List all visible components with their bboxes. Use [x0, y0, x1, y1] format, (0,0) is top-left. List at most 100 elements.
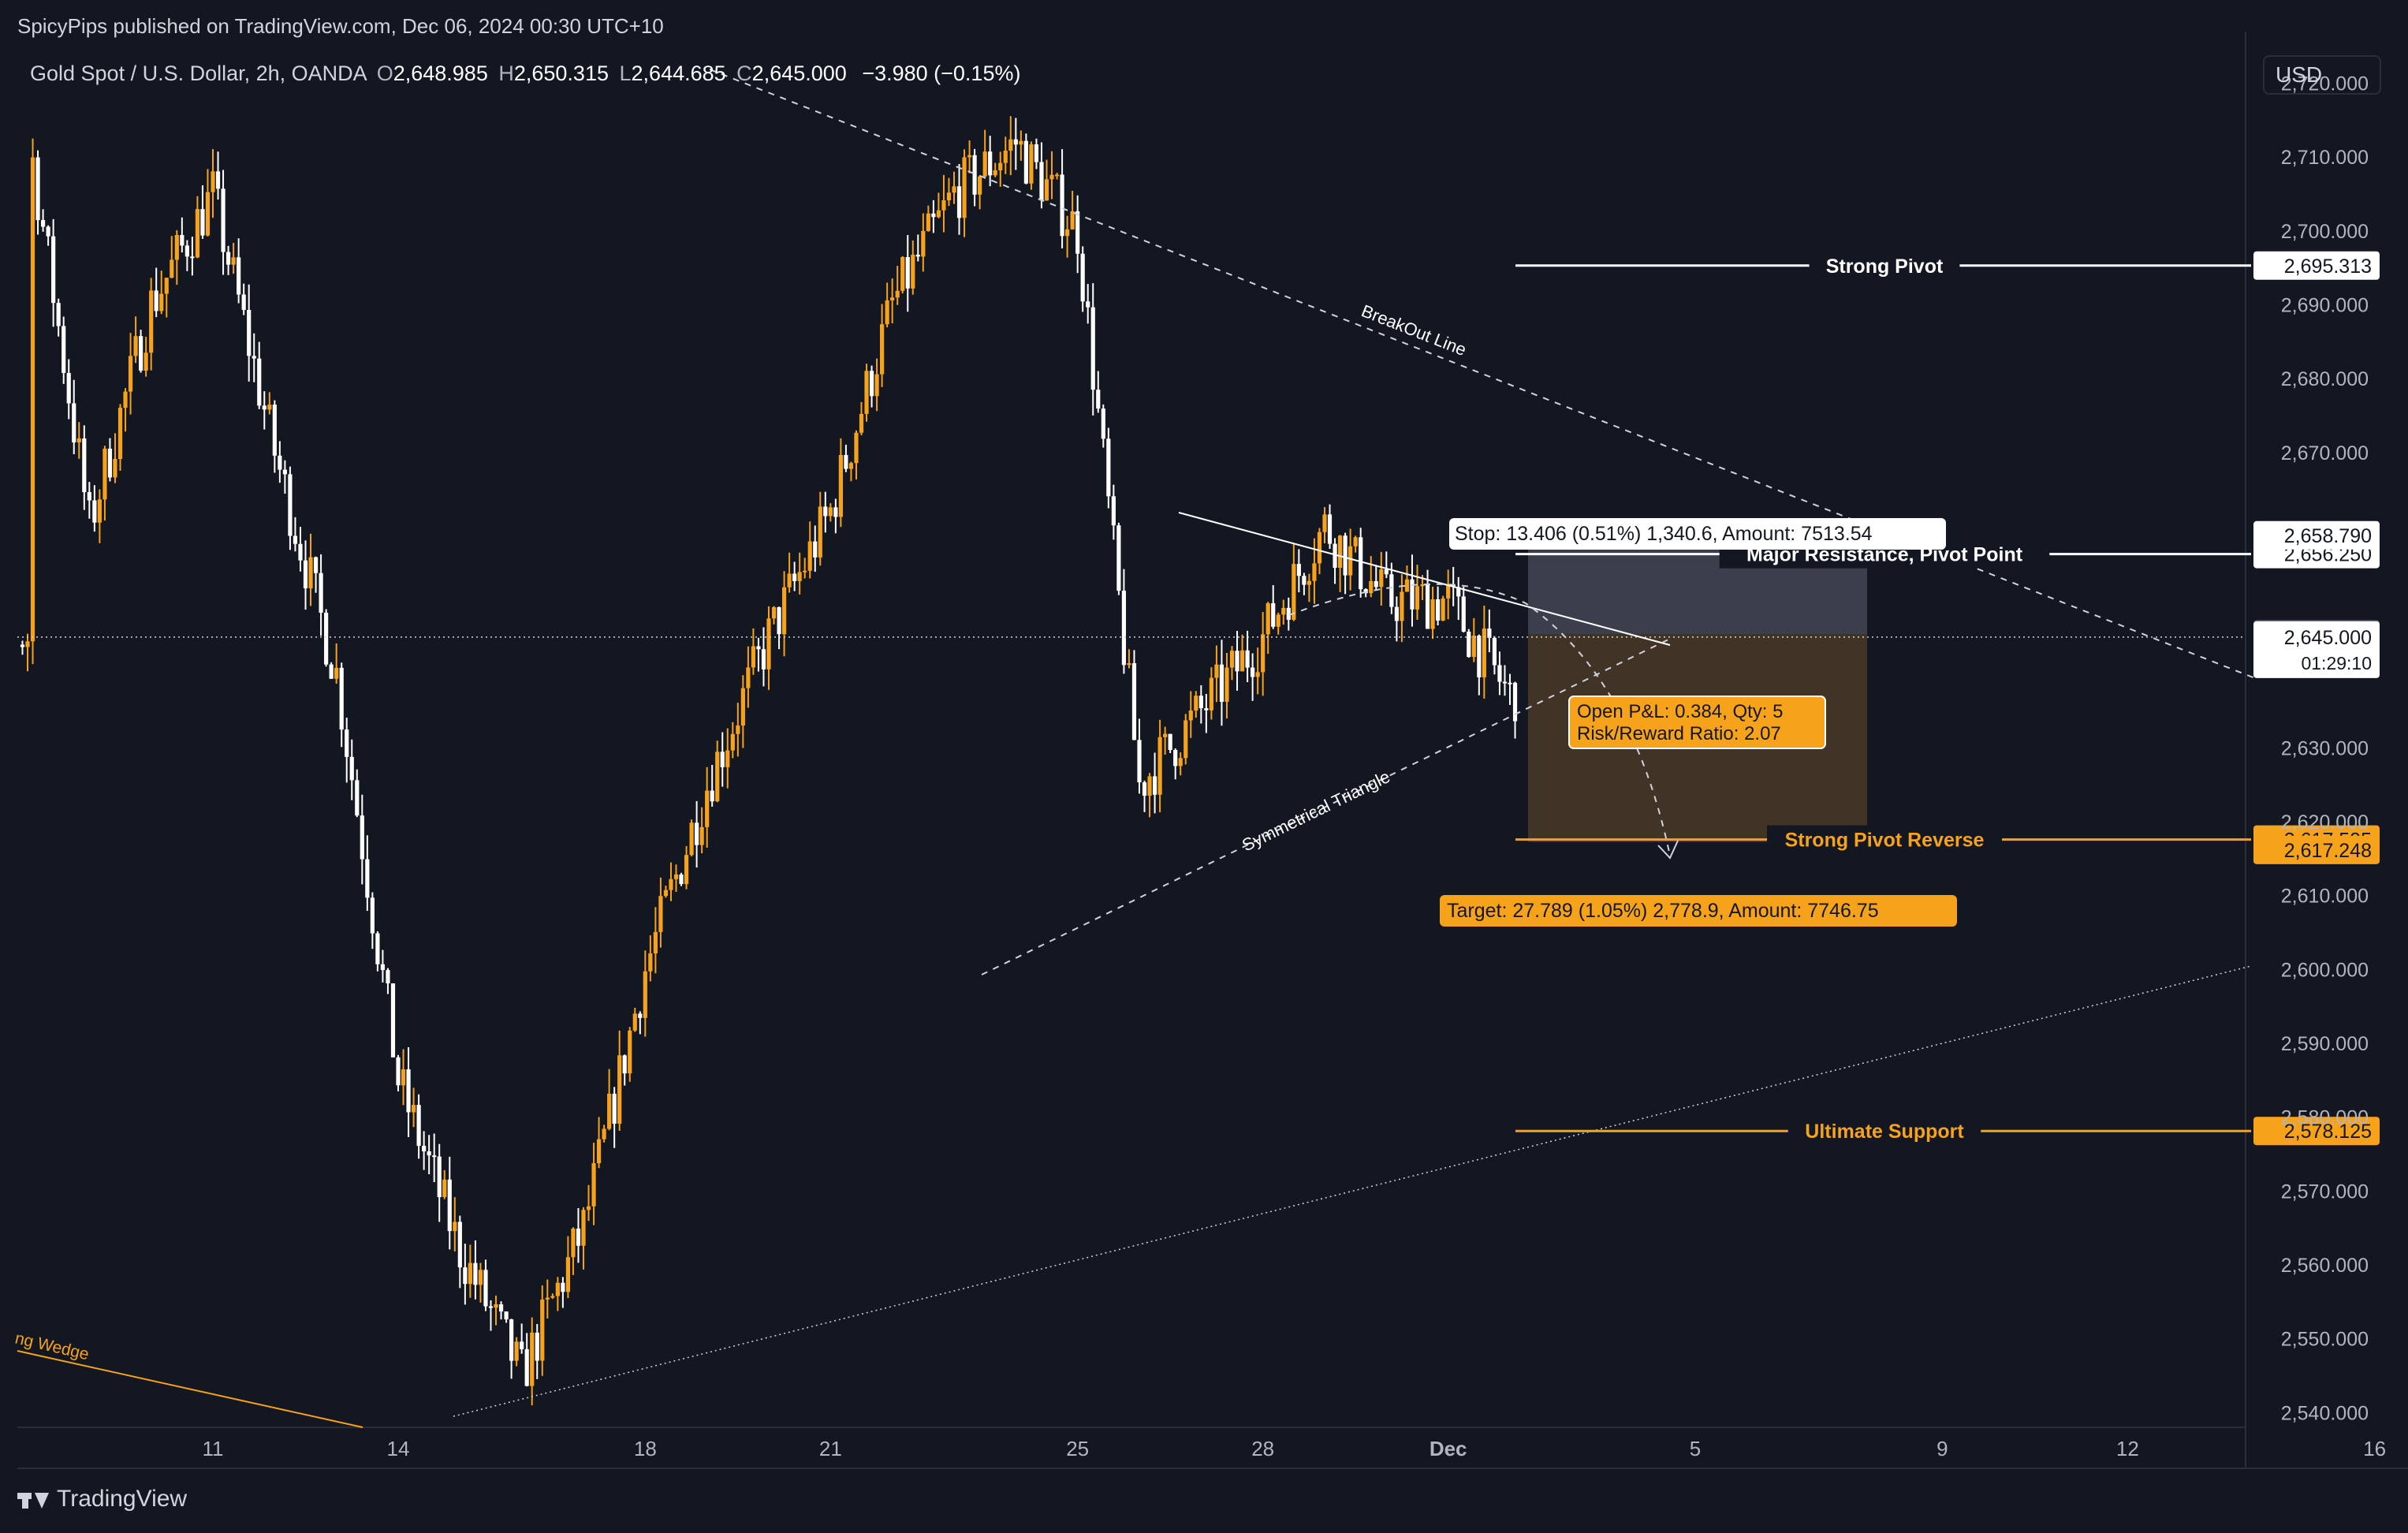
bull-candle[interactable] — [123, 388, 128, 432]
bear-candle[interactable] — [1492, 636, 1497, 675]
bull-candle[interactable] — [900, 255, 905, 294]
bull-candle[interactable] — [581, 1207, 586, 1270]
bull-candle[interactable] — [494, 1295, 498, 1326]
bear-candle[interactable] — [226, 245, 231, 275]
bull-candle[interactable] — [653, 907, 658, 974]
bull-candle[interactable] — [1147, 773, 1152, 818]
bull-candle[interactable] — [602, 1125, 606, 1143]
bear-candle[interactable] — [622, 1054, 627, 1086]
bear-candle[interactable] — [221, 170, 226, 275]
bear-candle[interactable] — [303, 540, 308, 610]
bear-candle[interactable] — [66, 359, 71, 420]
wedge-line[interactable] — [17, 1350, 363, 1428]
bull-candle[interactable] — [591, 1143, 596, 1225]
bull-candle[interactable] — [205, 169, 211, 237]
bear-candle[interactable] — [1204, 694, 1209, 733]
bear-candle[interactable] — [298, 527, 303, 572]
bull-candle[interactable] — [885, 282, 889, 328]
bull-candle[interactable] — [117, 404, 123, 472]
bear-candle[interactable] — [313, 556, 319, 593]
bull-candle[interactable] — [787, 552, 792, 593]
bear-candle[interactable] — [427, 1135, 431, 1175]
bull-candle[interactable] — [1019, 130, 1023, 161]
bull-candle[interactable] — [478, 1263, 483, 1303]
bull-candle[interactable] — [149, 278, 154, 371]
bear-candle[interactable] — [1075, 195, 1080, 274]
bear-candle[interactable] — [319, 554, 323, 636]
bear-candle[interactable] — [40, 209, 46, 232]
bull-candle[interactable] — [993, 162, 997, 177]
bull-candle[interactable] — [1070, 191, 1075, 230]
bear-candle[interactable] — [1245, 630, 1250, 682]
bear-candle[interactable] — [288, 466, 293, 550]
bull-candle[interactable] — [1261, 612, 1266, 696]
bear-candle[interactable] — [87, 482, 91, 519]
bull-candle[interactable] — [1239, 634, 1245, 672]
bull-candle[interactable] — [1044, 159, 1049, 201]
bear-candle[interactable] — [1461, 587, 1466, 632]
bear-candle[interactable] — [792, 561, 797, 591]
bear-candle[interactable] — [185, 240, 189, 271]
bear-candle[interactable] — [1477, 634, 1482, 696]
bull-candle[interactable] — [684, 845, 689, 890]
bear-candle[interactable] — [756, 637, 761, 672]
bull-candle[interactable] — [195, 196, 200, 259]
bear-candle[interactable] — [349, 739, 354, 800]
bear-candle[interactable] — [509, 1319, 514, 1379]
bear-candle[interactable] — [1302, 573, 1307, 595]
bull-candle[interactable] — [159, 270, 164, 315]
bear-candle[interactable] — [1096, 371, 1101, 413]
bull-candle[interactable] — [174, 229, 179, 285]
bear-candle[interactable] — [1080, 246, 1085, 312]
bull-candle[interactable] — [1307, 573, 1312, 602]
bull-candle[interactable] — [545, 1279, 550, 1319]
bear-candle[interactable] — [215, 151, 221, 200]
bull-candle[interactable] — [76, 422, 81, 459]
projection-path[interactable] — [1288, 583, 1671, 856]
bear-candle[interactable] — [695, 800, 699, 868]
bull-candle[interactable] — [921, 213, 926, 272]
bull-candle[interactable] — [1430, 586, 1435, 640]
bear-candle[interactable] — [1173, 748, 1178, 780]
bear-candle[interactable] — [1384, 551, 1389, 579]
bear-candle[interactable] — [679, 872, 684, 886]
bull-candle[interactable] — [1209, 667, 1213, 720]
bull-candle[interactable] — [1322, 507, 1327, 544]
bear-candle[interactable] — [432, 1133, 437, 1183]
bear-candle[interactable] — [154, 267, 158, 318]
bear-candle[interactable] — [293, 517, 298, 552]
bull-candle[interactable] — [673, 864, 679, 893]
bear-candle[interactable] — [1343, 532, 1348, 595]
bear-candle[interactable] — [1394, 596, 1399, 642]
bull-candle[interactable] — [411, 1087, 416, 1128]
bull-candle[interactable] — [751, 628, 756, 675]
bear-candle[interactable] — [20, 640, 25, 655]
bear-candle[interactable] — [524, 1333, 529, 1387]
bear-candle[interactable] — [463, 1244, 468, 1305]
bull-candle[interactable] — [746, 646, 751, 708]
bear-candle[interactable] — [1137, 718, 1142, 794]
bull-candle[interactable] — [705, 766, 710, 848]
bull-candle[interactable] — [740, 675, 745, 748]
bear-candle[interactable] — [375, 931, 380, 972]
brand-footer[interactable]: TradingView — [17, 1486, 187, 1512]
bear-candle[interactable] — [422, 1131, 427, 1170]
bull-candle[interactable] — [30, 138, 35, 665]
bear-candle[interactable] — [365, 835, 370, 912]
bull-candle[interactable] — [1446, 569, 1451, 620]
bear-candle[interactable] — [1487, 609, 1492, 653]
bear-candle[interactable] — [1111, 484, 1116, 540]
bull-candle[interactable] — [1415, 565, 1420, 620]
bull-candle[interactable] — [978, 175, 982, 210]
bull-candle[interactable] — [468, 1244, 472, 1298]
bear-candle[interactable] — [576, 1208, 581, 1263]
bear-candle[interactable] — [777, 606, 781, 650]
bear-candle[interactable] — [1023, 133, 1028, 185]
bull-candle[interactable] — [1482, 606, 1486, 699]
bear-candle[interactable] — [1467, 628, 1471, 658]
bear-candle[interactable] — [483, 1259, 488, 1311]
bull-candle[interactable] — [555, 1277, 560, 1311]
bull-candle[interactable] — [669, 862, 673, 901]
bear-candle[interactable] — [386, 968, 390, 994]
bear-candle[interactable] — [237, 238, 241, 304]
